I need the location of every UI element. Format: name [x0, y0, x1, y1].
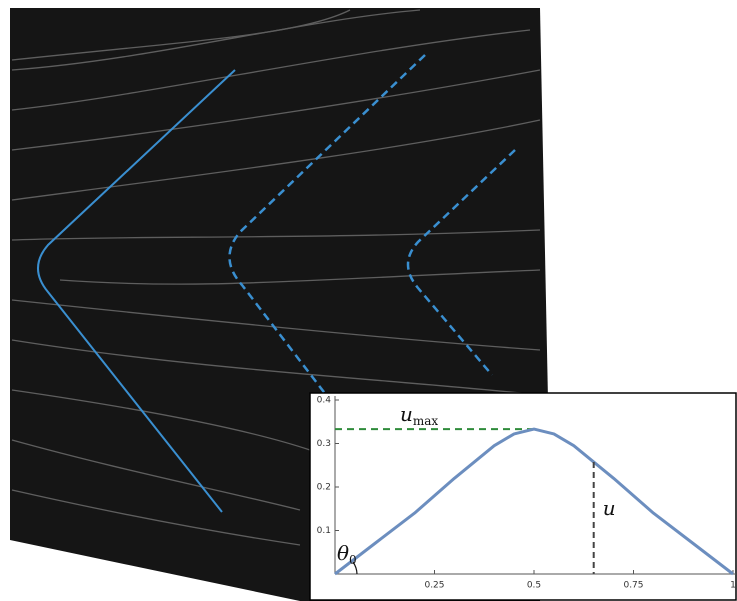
y-tick-label: 0.1 [317, 526, 331, 536]
u-max-text: u [400, 402, 413, 426]
theta-subscript: 0 [349, 553, 357, 567]
figure: 0.10.20.30.40.250.50.751umaxuθ0 [0, 0, 737, 601]
inset-frame [310, 393, 736, 600]
x-tick-label: 0.5 [527, 581, 541, 591]
theta-text: θ [337, 541, 349, 565]
y-tick-label: 0.3 [317, 439, 331, 449]
u-label: u [603, 496, 616, 520]
y-tick-label: 0.2 [317, 483, 331, 493]
y-tick-label: 0.4 [317, 396, 332, 406]
u-max-subscript: max [413, 414, 439, 428]
x-tick-label: 0.25 [424, 581, 444, 591]
x-tick-label: 1 [730, 581, 736, 591]
x-tick-label: 0.75 [623, 581, 643, 591]
